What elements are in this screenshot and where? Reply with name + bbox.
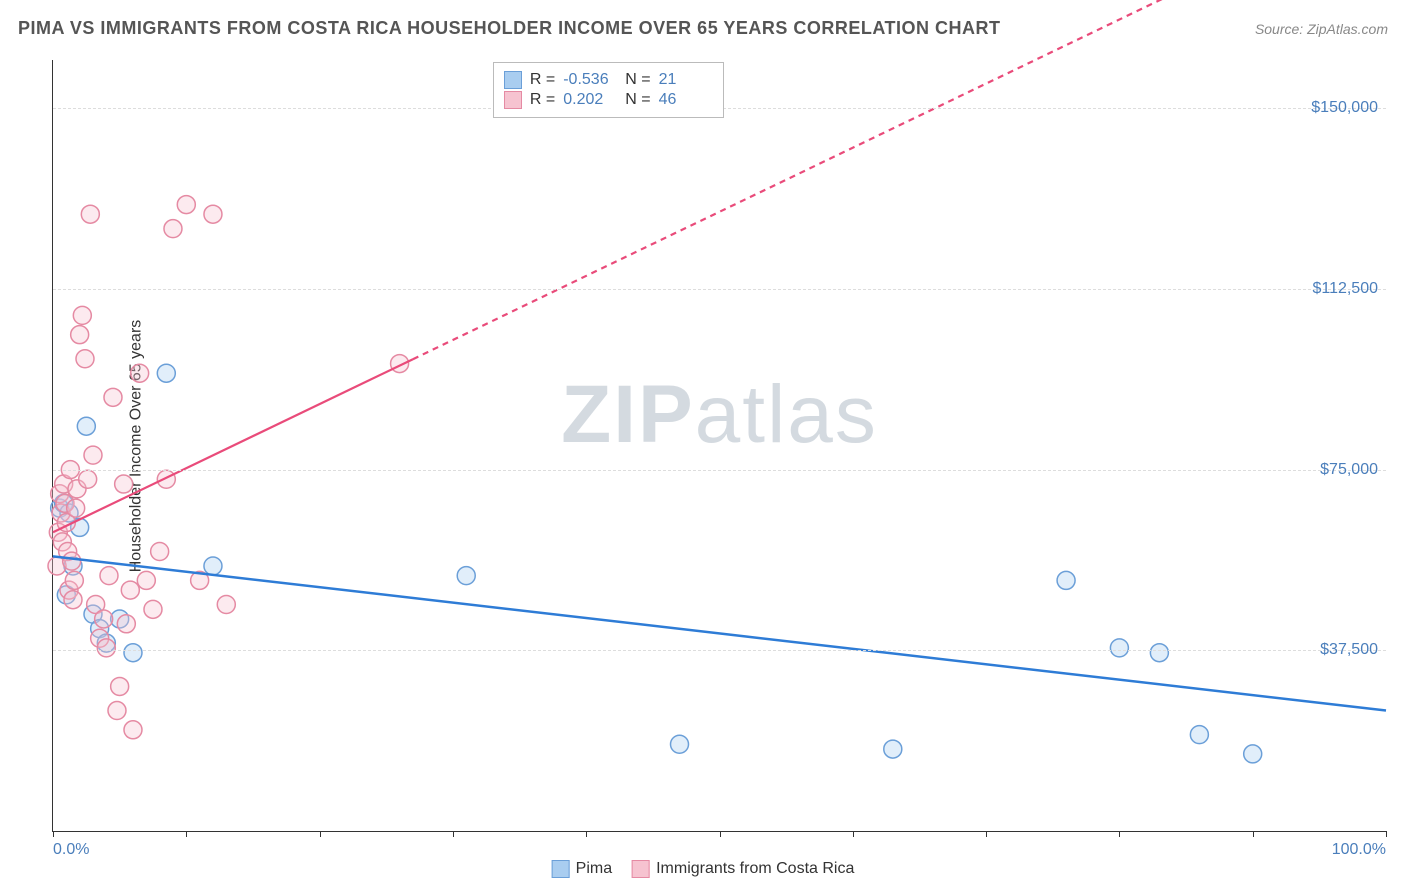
trend-line: [53, 556, 1386, 710]
legend-swatch: [504, 71, 522, 89]
legend-label: Immigrants from Costa Rica: [656, 860, 854, 878]
data-point: [115, 475, 133, 493]
data-point: [137, 571, 155, 589]
legend-swatch: [504, 91, 522, 109]
chart-header: PIMA VS IMMIGRANTS FROM COSTA RICA HOUSE…: [18, 18, 1388, 39]
x-min-label: 0.0%: [53, 841, 89, 859]
x-max-label: 100.0%: [1332, 841, 1386, 859]
data-point: [67, 499, 85, 517]
data-point: [97, 639, 115, 657]
data-point: [217, 596, 235, 614]
data-point: [1190, 726, 1208, 744]
x-tick: [986, 831, 987, 837]
data-point: [76, 350, 94, 368]
data-point: [71, 326, 89, 344]
data-point: [1110, 639, 1128, 657]
legend-swatch: [632, 860, 650, 878]
y-tick-label: $37,500: [1320, 641, 1378, 659]
data-point: [124, 644, 142, 662]
x-tick: [1253, 831, 1254, 837]
gridline: [53, 470, 1386, 471]
legend-item: Pima: [552, 860, 612, 878]
trend-line-dashed: [413, 0, 1386, 359]
data-point: [121, 581, 139, 599]
data-point: [64, 591, 82, 609]
y-tick-label: $75,000: [1320, 461, 1378, 479]
data-point: [117, 615, 135, 633]
legend-item: Immigrants from Costa Rica: [632, 860, 854, 878]
gridline: [53, 289, 1386, 290]
legend-swatch: [552, 860, 570, 878]
x-tick: [1119, 831, 1120, 837]
data-point: [77, 417, 95, 435]
scatter-plot-area: ZIPatlas $37,500$75,000$112,500$150,0000…: [52, 60, 1386, 832]
x-tick: [586, 831, 587, 837]
data-point: [1244, 745, 1262, 763]
x-tick: [186, 831, 187, 837]
data-point: [144, 600, 162, 618]
y-tick-label: $150,000: [1311, 99, 1378, 117]
x-tick: [320, 831, 321, 837]
x-tick: [853, 831, 854, 837]
data-point: [84, 446, 102, 464]
y-tick-label: $112,500: [1312, 280, 1378, 298]
data-point: [100, 567, 118, 585]
gridline: [53, 650, 1386, 651]
legend: Pima Immigrants from Costa Rica: [552, 860, 855, 878]
x-tick: [1386, 831, 1387, 837]
data-point: [457, 567, 475, 585]
data-point: [157, 470, 175, 488]
correlation-row: R =-0.536N =21: [504, 71, 713, 89]
data-point: [1057, 571, 1075, 589]
plot-svg: [53, 60, 1386, 831]
x-tick: [720, 831, 721, 837]
x-tick: [53, 831, 54, 837]
data-point: [79, 470, 97, 488]
data-point: [111, 677, 129, 695]
data-point: [1150, 644, 1168, 662]
data-point: [95, 610, 113, 628]
trend-line: [53, 359, 413, 532]
data-point: [157, 364, 175, 382]
correlation-row: R = 0.202N =46: [504, 91, 713, 109]
data-point: [65, 571, 83, 589]
legend-label: Pima: [576, 860, 612, 878]
data-point: [884, 740, 902, 758]
x-tick: [453, 831, 454, 837]
data-point: [81, 205, 99, 223]
data-point: [131, 364, 149, 382]
correlation-legend: R =-0.536N =21 R = 0.202N =46: [493, 62, 724, 118]
data-point: [108, 702, 126, 720]
data-point: [63, 552, 81, 570]
data-point: [164, 220, 182, 238]
data-point: [151, 543, 169, 561]
data-point: [204, 205, 222, 223]
data-point: [124, 721, 142, 739]
data-point: [73, 306, 91, 324]
data-point: [204, 557, 222, 575]
chart-title: PIMA VS IMMIGRANTS FROM COSTA RICA HOUSE…: [18, 18, 1001, 39]
data-point: [104, 388, 122, 406]
chart-source: Source: ZipAtlas.com: [1255, 21, 1388, 37]
data-point: [177, 196, 195, 214]
data-point: [671, 735, 689, 753]
